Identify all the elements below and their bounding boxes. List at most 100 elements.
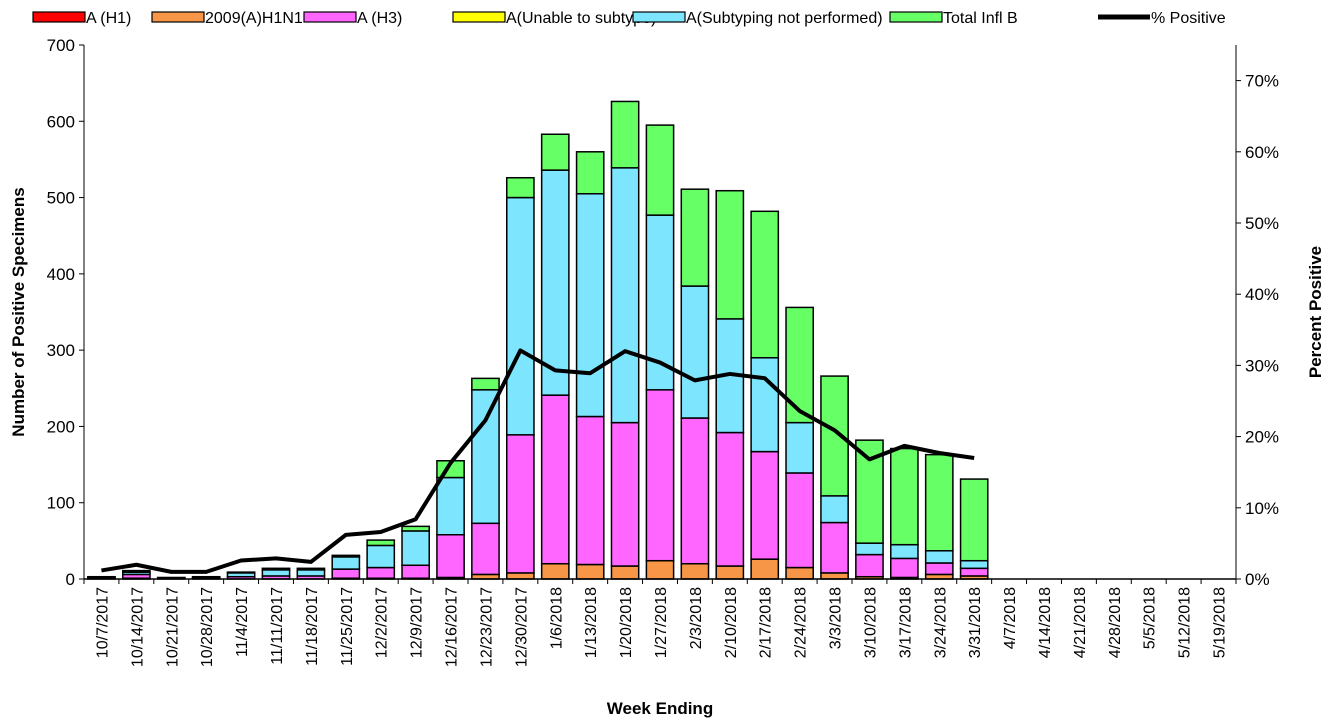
bar-segment-5-14 bbox=[575, 151, 605, 195]
bar-segment-5-9 bbox=[401, 525, 430, 532]
legend-label-4: A(Subtyping not performed) bbox=[686, 10, 883, 27]
bar-segment-4-15 bbox=[610, 167, 640, 424]
bar-segment-4-8 bbox=[366, 544, 396, 569]
bar-segment-2-19 bbox=[750, 450, 780, 560]
bar-segment-2-13 bbox=[540, 394, 570, 565]
x-tick-label-22: 3/10/2018 bbox=[862, 587, 879, 658]
bar-segment-4-21 bbox=[820, 495, 849, 524]
x-tick-label-18: 2/10/2018 bbox=[723, 587, 740, 658]
bar-segment-5-23 bbox=[890, 447, 919, 546]
x-tick-label-11: 12/23/2017 bbox=[478, 587, 495, 667]
bar-segment-5-16 bbox=[645, 124, 675, 216]
bar-segment-5-5 bbox=[261, 567, 291, 571]
y-tick-label-2: 200 bbox=[47, 417, 75, 436]
x-tick-label-4: 11/4/2017 bbox=[234, 587, 251, 657]
x-tick-label-19: 2/17/2018 bbox=[758, 587, 775, 658]
y2-tick-label-5: 50% bbox=[1245, 214, 1279, 233]
y-tick-label-3: 300 bbox=[47, 341, 75, 360]
x-tick-label-14: 1/13/2018 bbox=[583, 587, 600, 658]
bar-segment-4-22 bbox=[855, 542, 884, 556]
x-tick-label-30: 5/5/2018 bbox=[1142, 587, 1159, 649]
bar-segment-4-7 bbox=[331, 556, 361, 570]
bar-segment-1-13 bbox=[540, 562, 570, 580]
x-tick-label-28: 4/21/2018 bbox=[1072, 587, 1089, 658]
legend-swatch-0 bbox=[32, 11, 86, 23]
x-tick-label-15: 1/20/2018 bbox=[618, 587, 635, 658]
x-tick-label-0: 10/7/2017 bbox=[94, 587, 111, 658]
bar-segment-5-8 bbox=[366, 539, 396, 547]
y2-tick-label-0: 0% bbox=[1245, 570, 1270, 589]
x-tick-label-5: 11/11/2017 bbox=[269, 587, 286, 665]
x-tick-label-2: 10/21/2017 bbox=[164, 587, 181, 667]
bar-segment-2-17 bbox=[680, 417, 710, 565]
y-tick-label-4: 400 bbox=[47, 265, 75, 284]
y2-tick-label-7: 70% bbox=[1245, 72, 1279, 91]
bar-segment-1-19 bbox=[750, 558, 780, 580]
bar-segment-5-4 bbox=[226, 571, 256, 574]
bar-segment-2-7 bbox=[331, 568, 361, 579]
bar-segment-4-13 bbox=[540, 169, 570, 396]
bar-segment-2-15 bbox=[610, 421, 640, 567]
x-tick-label-26: 4/7/2018 bbox=[1002, 587, 1019, 649]
bar-segment-1-17 bbox=[680, 562, 710, 580]
bar-segment-1-18 bbox=[715, 565, 745, 580]
x-tick-label-32: 5/19/2018 bbox=[1212, 587, 1229, 658]
bar-segment-2-24 bbox=[924, 562, 954, 576]
legend-label-2: A (H3) bbox=[357, 10, 402, 27]
x-tick-label-9: 12/9/2017 bbox=[409, 587, 426, 658]
legend-swatch-5 bbox=[889, 11, 943, 23]
bar-segment-2-21 bbox=[820, 521, 849, 574]
x-tick-label-8: 12/2/2017 bbox=[374, 587, 391, 658]
x-tick-label-21: 3/3/2018 bbox=[828, 587, 845, 649]
x-tick-label-29: 4/28/2018 bbox=[1107, 587, 1124, 658]
bar-segment-2-9 bbox=[401, 564, 430, 579]
bar-segment-5-11 bbox=[471, 377, 500, 391]
x-tick-label-10: 12/16/2017 bbox=[444, 587, 461, 667]
bar-segment-5-17 bbox=[680, 188, 710, 287]
bar-segment-4-19 bbox=[750, 357, 780, 453]
y-axis-title: Number of Positive Specimens bbox=[9, 187, 28, 436]
bar-segment-4-9 bbox=[401, 530, 430, 567]
bar-segment-5-6 bbox=[296, 567, 326, 571]
bar-segment-5-12 bbox=[506, 176, 535, 199]
bar-segment-2-10 bbox=[436, 534, 465, 579]
bar-segment-1-14 bbox=[575, 563, 605, 580]
bar-segment-5-19 bbox=[750, 210, 780, 359]
legend-label-3: A(Unable to subtype) bbox=[506, 10, 656, 27]
x-tick-label-17: 2/3/2018 bbox=[688, 587, 705, 649]
legend-label-0: A (H1) bbox=[86, 10, 131, 27]
bar-segment-4-2 bbox=[156, 576, 186, 579]
x-tick-label-7: 11/25/2017 bbox=[339, 587, 356, 666]
bar-segment-2-12 bbox=[506, 434, 535, 574]
bar-segment-1-21 bbox=[820, 572, 849, 580]
y-tick-label-7: 700 bbox=[47, 36, 75, 55]
bar-segment-4-0 bbox=[87, 575, 116, 579]
bar-segment-4-17 bbox=[680, 285, 710, 419]
legend-swatch-3 bbox=[452, 11, 506, 23]
x-tick-label-3: 10/28/2017 bbox=[199, 587, 216, 667]
bar-segment-1-16 bbox=[645, 559, 675, 580]
x-tick-label-20: 2/24/2018 bbox=[793, 587, 810, 658]
legend-label-5: Total Infl B bbox=[943, 10, 1018, 27]
legend-label-1: 2009(A)H1N1 bbox=[205, 10, 303, 27]
bar-segment-4-20 bbox=[785, 421, 815, 474]
y2-tick-label-3: 30% bbox=[1245, 356, 1279, 375]
x-tick-label-24: 3/24/2018 bbox=[932, 587, 949, 658]
bar-segment-4-23 bbox=[890, 543, 919, 560]
legend-swatch-1 bbox=[151, 11, 205, 23]
bar-segment-4-6 bbox=[296, 569, 326, 577]
y2-axis-title: Percent Positive bbox=[1306, 246, 1325, 378]
x-tick-label-13: 1/6/2018 bbox=[548, 587, 565, 649]
bar-segment-4-11 bbox=[471, 389, 500, 525]
bar-segment-2-14 bbox=[575, 415, 605, 566]
x-tick-label-27: 4/14/2018 bbox=[1037, 587, 1054, 658]
bar-segment-5-20 bbox=[785, 306, 815, 424]
bar-segment-4-14 bbox=[575, 193, 605, 418]
x-axis-title: Week Ending bbox=[607, 699, 713, 718]
bar-segment-2-11 bbox=[471, 522, 500, 576]
bar-segment-5-24 bbox=[924, 453, 954, 552]
legend-swatch-2 bbox=[303, 11, 357, 23]
bar-segment-1-15 bbox=[610, 565, 640, 580]
